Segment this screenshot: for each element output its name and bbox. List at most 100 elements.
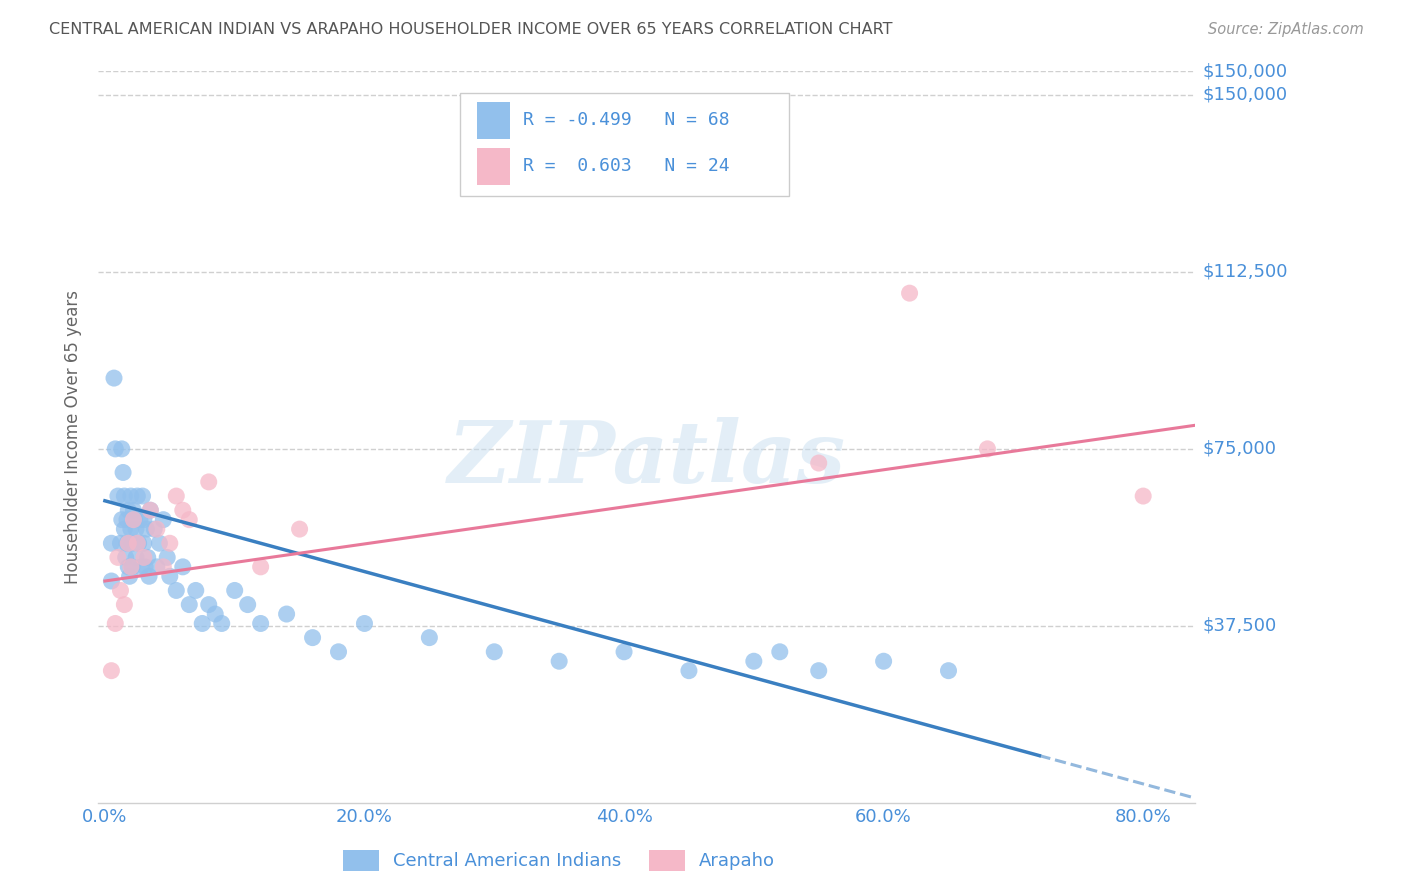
Point xyxy=(112,489,135,503)
Point xyxy=(128,536,150,550)
Point xyxy=(191,616,214,631)
Text: R = -0.499   N = 68: R = -0.499 N = 68 xyxy=(523,112,730,129)
Point xyxy=(107,489,129,503)
Text: CENTRAL AMERICAN INDIAN VS ARAPAHO HOUSEHOLDER INCOME OVER 65 YEARS CORRELATION : CENTRAL AMERICAN INDIAN VS ARAPAHO HOUSE… xyxy=(49,22,893,37)
Point xyxy=(179,598,201,612)
Text: $37,500: $37,500 xyxy=(1202,617,1277,635)
Point xyxy=(127,489,149,503)
Point xyxy=(110,536,132,550)
FancyBboxPatch shape xyxy=(477,102,510,138)
Point xyxy=(301,631,323,645)
Point xyxy=(146,522,169,536)
Point xyxy=(159,569,181,583)
Point xyxy=(100,536,122,550)
Point xyxy=(125,550,148,565)
FancyBboxPatch shape xyxy=(477,148,510,185)
Point xyxy=(172,559,194,574)
Text: $112,500: $112,500 xyxy=(1202,263,1288,281)
Point xyxy=(152,559,174,574)
Point xyxy=(121,559,143,574)
Point xyxy=(134,559,156,574)
Text: $150,000: $150,000 xyxy=(1202,86,1288,104)
Point xyxy=(288,522,311,536)
Point xyxy=(249,559,271,574)
Point xyxy=(224,583,246,598)
Point xyxy=(484,645,506,659)
Point xyxy=(1132,489,1154,503)
Point xyxy=(236,598,259,612)
Point xyxy=(120,559,142,574)
Point xyxy=(152,513,174,527)
Point xyxy=(165,489,187,503)
Point xyxy=(122,503,145,517)
Point xyxy=(165,583,187,598)
Point xyxy=(769,645,792,659)
Point xyxy=(124,513,146,527)
Point xyxy=(807,456,830,470)
Point xyxy=(136,550,159,565)
Point xyxy=(114,550,136,565)
Point xyxy=(976,442,998,456)
Point xyxy=(418,631,440,645)
Point xyxy=(132,513,155,527)
Point xyxy=(146,559,169,574)
Point xyxy=(103,371,125,385)
Point xyxy=(117,503,139,517)
Point xyxy=(115,536,138,550)
Point xyxy=(184,583,207,598)
Point xyxy=(172,503,194,517)
Point xyxy=(143,522,166,536)
Point xyxy=(100,664,122,678)
Point xyxy=(211,616,233,631)
Point xyxy=(276,607,298,621)
Point xyxy=(328,645,350,659)
Point xyxy=(132,550,155,565)
Point xyxy=(118,569,141,583)
Text: R =  0.603   N = 24: R = 0.603 N = 24 xyxy=(523,158,730,176)
Point xyxy=(197,598,219,612)
Point xyxy=(938,664,960,678)
Point xyxy=(115,513,138,527)
Point xyxy=(112,522,135,536)
Point xyxy=(125,522,148,536)
Point xyxy=(138,569,160,583)
Point xyxy=(148,536,170,550)
Point xyxy=(100,574,122,588)
Point xyxy=(139,503,162,517)
Point xyxy=(117,536,139,550)
Text: ZIPatlas: ZIPatlas xyxy=(447,417,846,500)
Point xyxy=(898,286,921,301)
Point xyxy=(197,475,219,489)
Point xyxy=(249,616,271,631)
Point xyxy=(159,536,181,550)
Point xyxy=(111,442,134,456)
Point xyxy=(872,654,894,668)
Point xyxy=(104,442,127,456)
Point xyxy=(156,550,179,565)
Point xyxy=(807,664,830,678)
FancyBboxPatch shape xyxy=(460,94,789,195)
Text: Source: ZipAtlas.com: Source: ZipAtlas.com xyxy=(1208,22,1364,37)
Point xyxy=(127,536,149,550)
Point xyxy=(353,616,375,631)
Point xyxy=(120,489,142,503)
Point xyxy=(204,607,226,621)
Point xyxy=(120,522,142,536)
Point xyxy=(129,559,152,574)
Point xyxy=(548,654,571,668)
Point xyxy=(107,550,129,565)
Point xyxy=(678,664,700,678)
Point xyxy=(117,559,139,574)
Point xyxy=(139,503,162,517)
Point xyxy=(112,466,135,480)
Y-axis label: Householder Income Over 65 years: Householder Income Over 65 years xyxy=(65,290,83,584)
Point xyxy=(112,598,135,612)
Point xyxy=(104,616,127,631)
Text: $75,000: $75,000 xyxy=(1202,440,1277,458)
Point xyxy=(129,513,152,527)
Point xyxy=(135,522,157,536)
Legend: Central American Indians, Arapaho: Central American Indians, Arapaho xyxy=(336,843,783,878)
Point xyxy=(111,513,134,527)
Point xyxy=(613,645,636,659)
Point xyxy=(179,513,201,527)
